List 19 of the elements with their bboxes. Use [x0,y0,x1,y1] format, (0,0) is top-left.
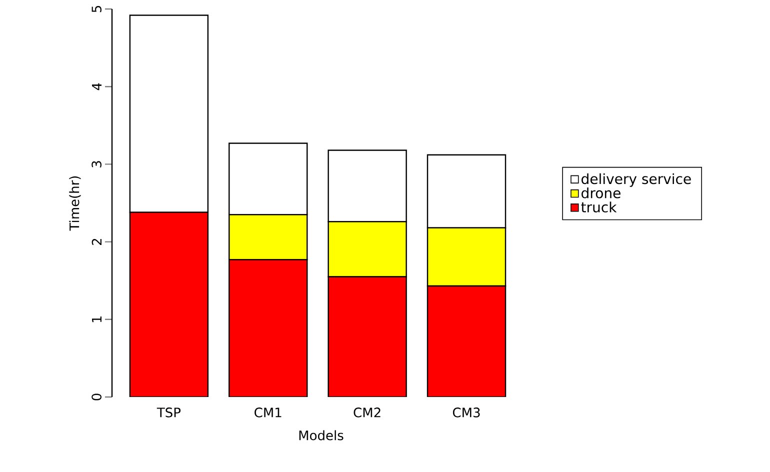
bar [130,212,208,397]
bar [328,276,406,397]
y-tick-label: 2 [92,238,102,245]
bar [229,260,308,397]
x-tick-label: CM2 [354,408,380,418]
y-tick-label: 4 [92,83,102,90]
x-axis-title: Models [299,430,344,440]
legend-label: drone [582,187,620,198]
y-tick-label: 5 [92,6,102,12]
legend-label: delivery service [582,173,691,187]
x-tick-label: CM3 [452,408,480,418]
bar [426,285,506,397]
legend-label: truck [581,202,617,212]
x-tick-label: CM1 [254,408,282,418]
x-tick-label: TSP [156,408,181,418]
y-tick-label: 3 [92,161,102,168]
y-tick-label: 0 [92,394,102,400]
y-tick-label: 1 [92,316,102,322]
y-axis-title: Time(hr) [69,176,81,231]
